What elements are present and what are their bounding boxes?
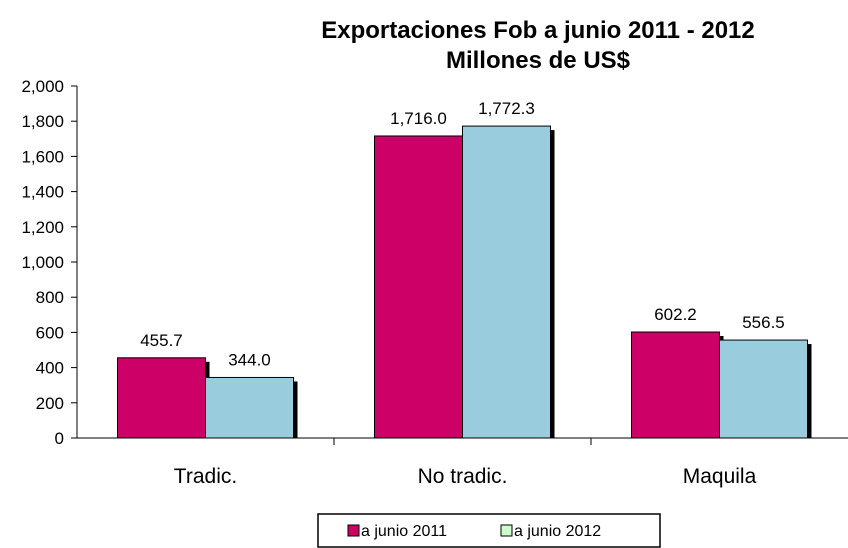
y-tick-label: 1,600 [21,147,64,166]
y-tick-label: 400 [36,359,64,378]
data-label: 344.0 [228,350,271,369]
data-label: 602.2 [654,305,697,324]
y-tick-label: 1,000 [21,253,64,272]
y-tick-label: 2,000 [21,77,64,96]
bar [205,376,294,439]
x-tick-label: Tradic. [174,465,237,488]
legend-label: a junio 2012 [514,523,601,540]
y-tick-label: 1,400 [21,183,64,202]
legend-label: a junio 2011 [361,523,447,540]
chart-title-line-2: Millones de US$ [446,47,631,74]
bar [374,135,463,439]
data-label: 1,772.3 [478,99,535,118]
y-tick-label: 800 [36,288,64,307]
bar [719,339,808,439]
chart-title-line-1: Exportaciones Fob a junio 2011 - 2012 [321,17,755,44]
bar [631,331,720,439]
data-label: 1,716.0 [390,109,447,128]
bar [117,357,206,439]
x-tick-label: Maquila [683,465,757,488]
y-tick-label: 200 [36,394,64,413]
y-tick-label: 0 [55,429,64,448]
legend-swatch [500,524,513,537]
y-tick-label: 1,200 [21,218,64,237]
legend: a junio 2011 a junio 2012 [317,513,661,548]
legend-box [317,513,661,548]
y-tick-label: 600 [36,323,64,342]
data-label: 455.7 [140,331,183,350]
x-tick-label: No tradic. [418,465,508,488]
plot-area: 0 200 400 600 800 1,000 1,200 1,400 1,600 1,800 2,… [21,77,848,488]
bar [462,125,551,439]
data-label: 556.5 [742,313,785,332]
y-tick-label: 1,800 [21,112,64,131]
legend-swatch [347,524,360,537]
